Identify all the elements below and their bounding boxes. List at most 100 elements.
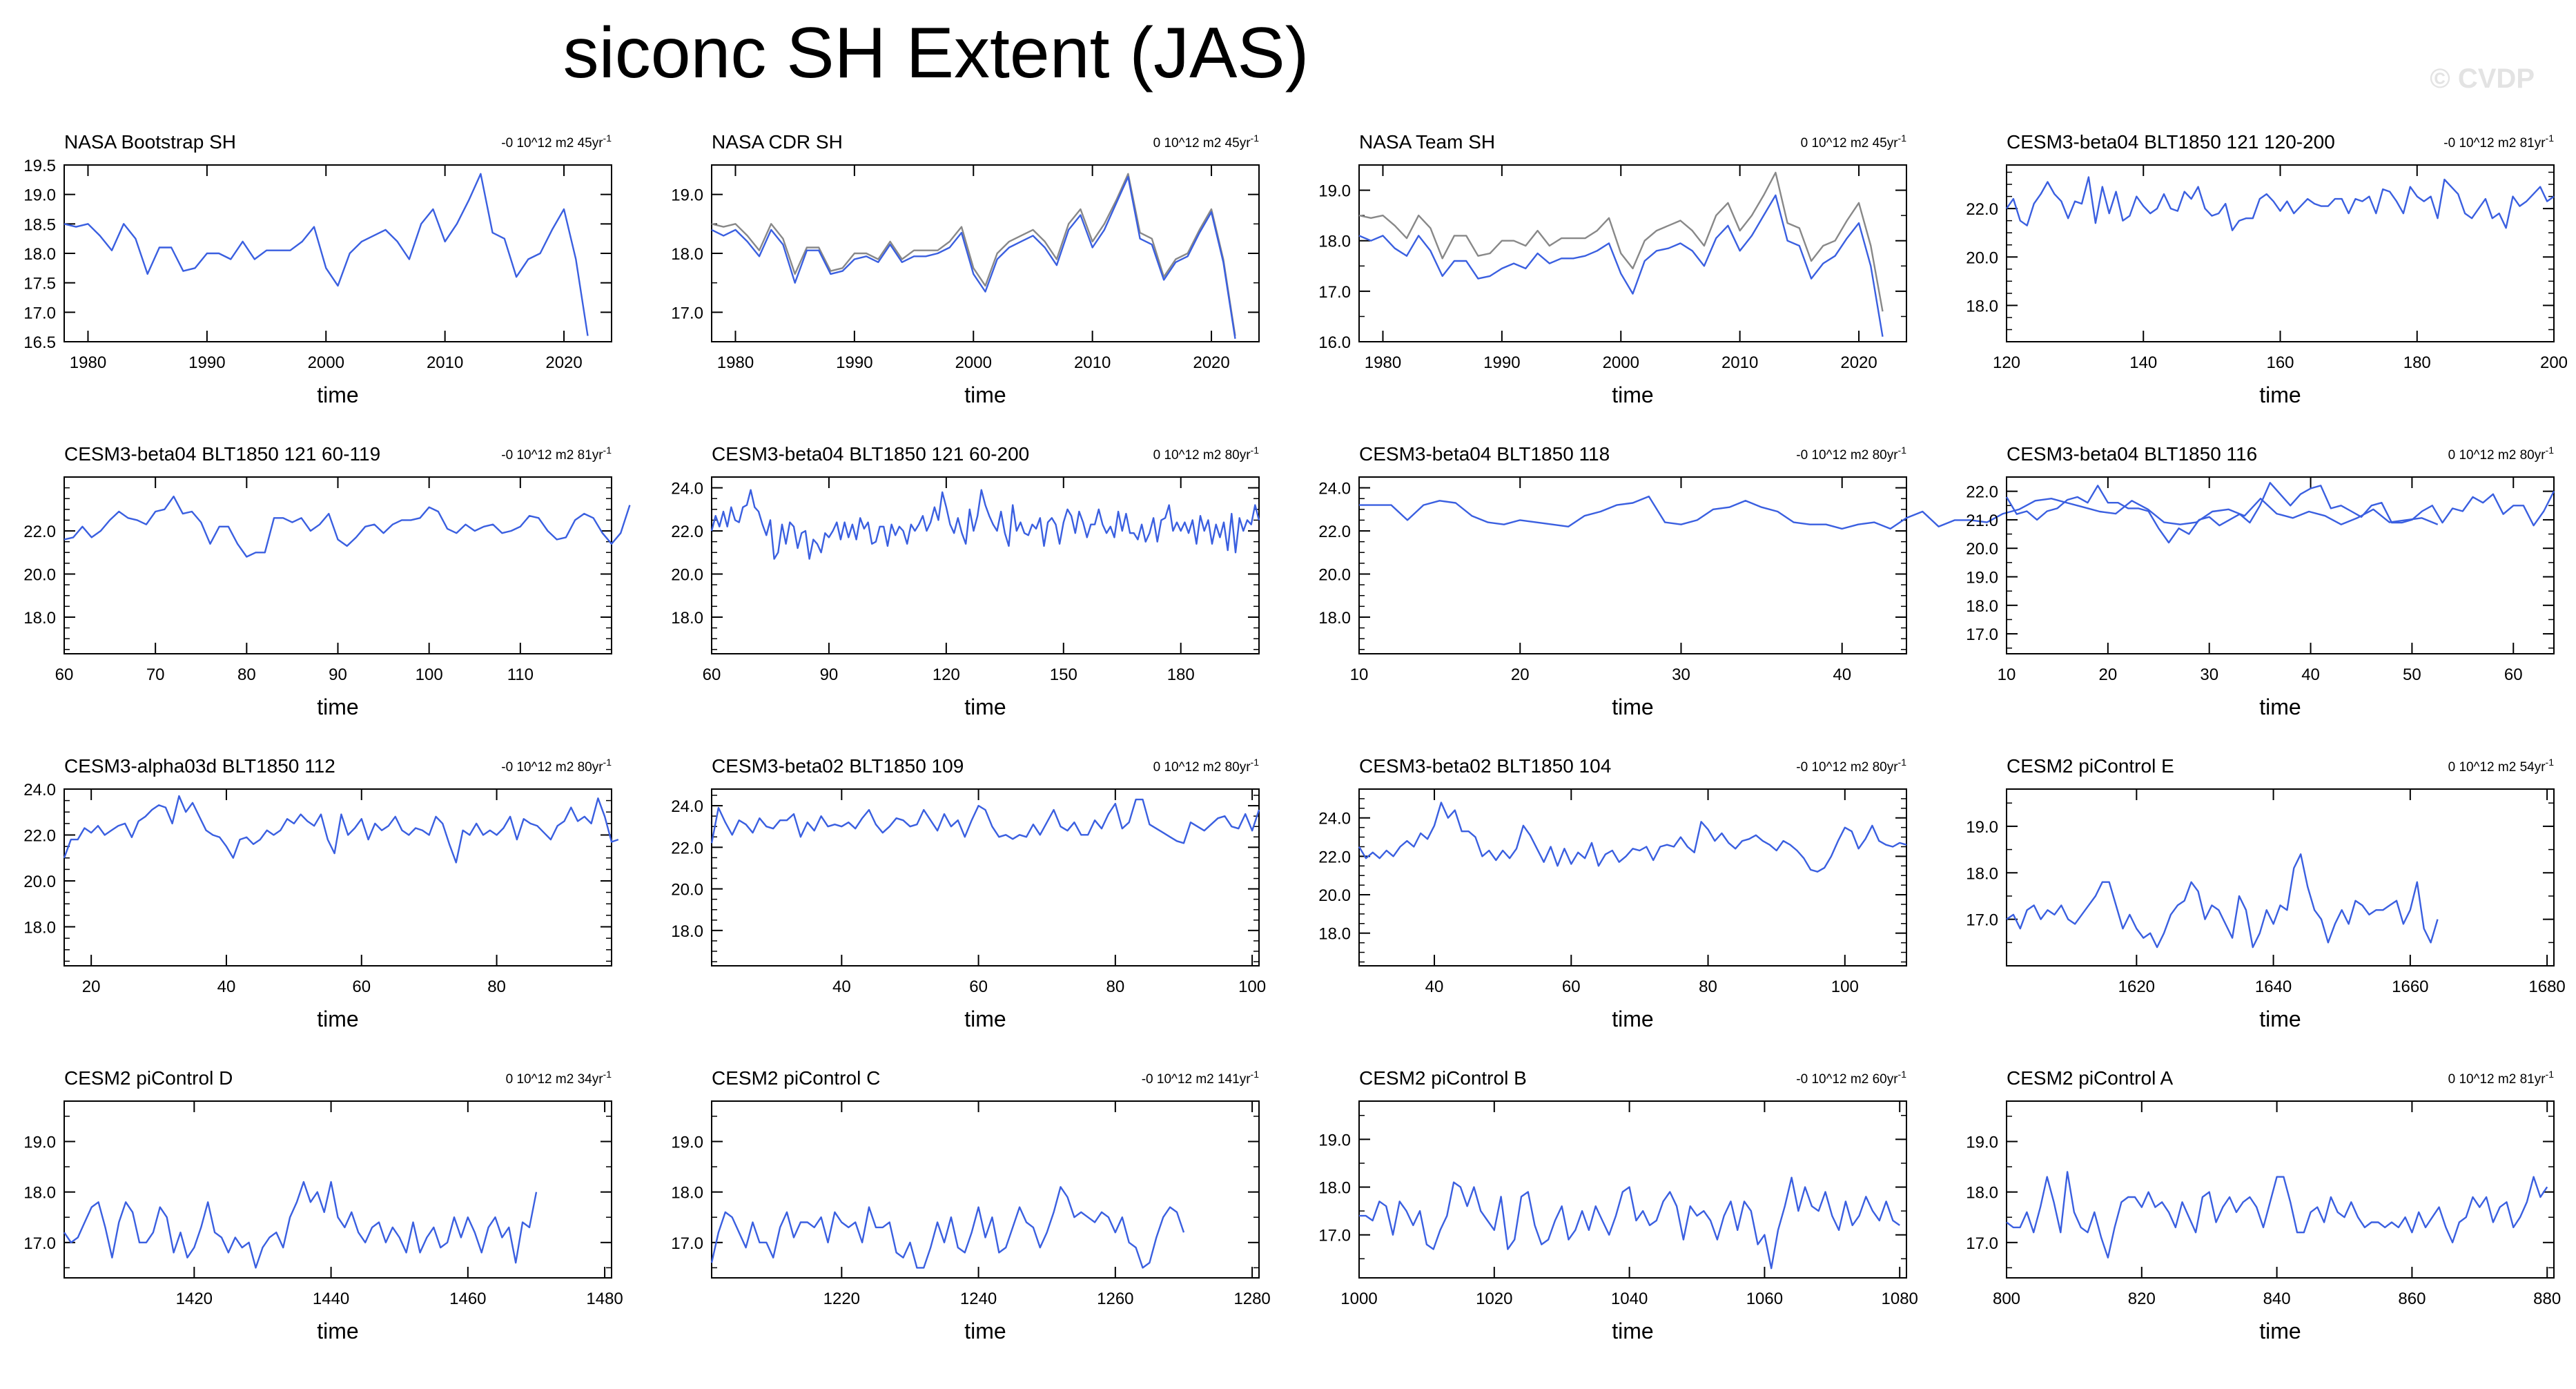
chart-panel: 17.0 18.0 19.0 1980 1990 2000 2010 2020 time NASA… (671, 131, 1260, 407)
y-tick-label: 22.0 (671, 523, 703, 541)
plot-frame (64, 1100, 612, 1279)
series-line (1359, 1176, 1900, 1270)
y-tick-label: 17.0 (23, 304, 56, 322)
chart-panel: 18.0 20.0 22.0 120 140 160 180 200 time CESM3-bet… (1966, 131, 2568, 407)
y-tick-label: 19.0 (1966, 818, 1998, 837)
x-tick-label: 60 (969, 978, 988, 996)
x-axis-label: time (1612, 1007, 1653, 1031)
panel-title: CESM2 piControl C (712, 1067, 880, 1089)
y-tick-label: 21.0 (1966, 512, 1998, 530)
x-tick-label: 80 (237, 666, 256, 684)
x-tick-label: 2010 (1074, 353, 1111, 372)
series-line (63, 795, 619, 864)
x-tick-label: 90 (820, 666, 839, 684)
x-tick-label: 140 (2129, 353, 2157, 372)
plot-frame (64, 476, 612, 654)
x-tick-label: 1990 (836, 353, 872, 372)
plot-frame (711, 1100, 1260, 1279)
y-tick-label: 17.0 (1966, 911, 1998, 930)
plot-frame (1358, 788, 1907, 967)
x-tick-label: 40 (1833, 666, 1851, 684)
x-tick-label: 1620 (2118, 978, 2155, 996)
x-tick-label: 70 (146, 666, 165, 684)
y-tick-label: 16.5 (23, 333, 56, 352)
x-tick-label: 10 (1998, 666, 2016, 684)
series-line (64, 495, 631, 558)
x-tick-label: 2000 (308, 353, 344, 372)
series-line (64, 173, 589, 336)
plot-frame (2006, 1100, 2555, 1279)
panel-title: CESM3-beta04 BLT1850 121 60-119 (64, 443, 380, 465)
x-tick-label: 50 (2403, 666, 2421, 684)
y-tick-label: 18.0 (1318, 925, 1351, 944)
series-line (1358, 802, 1907, 873)
x-tick-label: 1020 (1476, 1290, 1512, 1308)
x-tick-label: 60 (2504, 666, 2523, 684)
x-tick-label: 1680 (2528, 978, 2565, 996)
y-tick-label: 24.0 (671, 797, 703, 816)
trend-label: 0 10^12 m2 54yr-1 (2448, 757, 2555, 775)
series-line (2005, 482, 2555, 544)
chart-panel: 17.0 18.0 19.0 1220 1240 1260 1280 time CESM2 pi… (671, 1067, 1271, 1343)
x-tick-label: 2020 (545, 353, 582, 372)
series-line (710, 489, 1260, 560)
x-tick-label: 880 (2533, 1290, 2561, 1308)
x-tick-label: 1990 (1483, 353, 1520, 372)
x-tick-label: 800 (1993, 1290, 2020, 1308)
x-axis-label: time (2259, 1319, 2301, 1343)
y-tick-label: 18.0 (671, 609, 703, 628)
x-tick-label: 2010 (1721, 353, 1758, 372)
x-tick-label: 180 (2403, 353, 2431, 372)
y-tick-label: 22.0 (23, 826, 56, 845)
x-axis-label: time (1612, 1319, 1653, 1343)
series-line (64, 1181, 538, 1269)
y-tick-label: 20.0 (1966, 249, 1998, 267)
chart-panel: 18.0 20.0 22.0 24.0 20 40 60 80 time CESM3-alpha0… (23, 755, 619, 1031)
y-tick-label: 16.0 (1318, 333, 1351, 352)
trend-label: -0 10^12 m2 141yr-1 (1142, 1069, 1260, 1087)
trend-label: -0 10^12 m2 80yr-1 (501, 757, 612, 775)
x-tick-label: 1080 (1882, 1290, 1918, 1308)
series-line (1359, 495, 2439, 530)
x-tick-label: 1000 (1340, 1290, 1377, 1308)
x-tick-label: 1220 (823, 1290, 860, 1308)
y-tick-label: 19.0 (671, 186, 703, 205)
y-tick-label: 19.0 (1318, 182, 1351, 201)
plot-frame (2006, 476, 2555, 654)
y-tick-label: 18.0 (1318, 1179, 1351, 1198)
y-tick-label: 24.0 (1318, 810, 1351, 828)
panel-title: CESM2 piControl E (2007, 755, 2174, 777)
x-axis-label: time (317, 694, 358, 719)
x-tick-label: 1260 (1097, 1290, 1133, 1308)
x-tick-label: 1980 (70, 353, 106, 372)
plot-frame (1358, 476, 1907, 654)
chart-panel: 17.0 18.0 19.0 1420 1440 1460 1480 time CESM2 pi… (23, 1067, 623, 1343)
y-tick-label: 20.0 (23, 565, 56, 584)
x-axis-label: time (964, 382, 1006, 407)
trend-label: 0 10^12 m2 80yr-1 (2448, 445, 2555, 463)
x-tick-label: 1990 (188, 353, 225, 372)
x-tick-label: 160 (2266, 353, 2294, 372)
x-axis-label: time (2259, 1007, 2301, 1031)
trend-label: 0 10^12 m2 80yr-1 (1153, 445, 1260, 463)
x-tick-label: 1280 (1233, 1290, 1270, 1308)
x-tick-label: 60 (1562, 978, 1581, 996)
series-line (1358, 171, 1884, 312)
x-tick-label: 80 (1699, 978, 1717, 996)
x-tick-label: 180 (1167, 666, 1195, 684)
chart-panel: 18.0 20.0 22.0 24.0 60 90 120 150 180 time CESM3-b… (671, 443, 1260, 719)
x-tick-label: 120 (933, 666, 960, 684)
trend-label: 0 10^12 m2 45yr-1 (1153, 133, 1260, 150)
series-line (2006, 853, 2439, 949)
trend-label: 0 10^12 m2 80yr-1 (1153, 757, 1260, 775)
plot-frame (711, 788, 1260, 967)
chart-panel: 17.0 18.0 19.0 20.0 21.0 22.0 10 20 30 40 50 60 time… (1966, 443, 2555, 719)
x-tick-label: 60 (55, 666, 74, 684)
y-tick-label: 18.0 (1966, 1184, 1998, 1203)
x-tick-label: 1640 (2255, 978, 2292, 996)
x-tick-label: 1420 (176, 1290, 213, 1308)
series-line (710, 1186, 1185, 1269)
series-line (2006, 1171, 2548, 1259)
y-tick-label: 17.5 (23, 275, 56, 293)
y-tick-label: 19.0 (1966, 569, 1998, 587)
